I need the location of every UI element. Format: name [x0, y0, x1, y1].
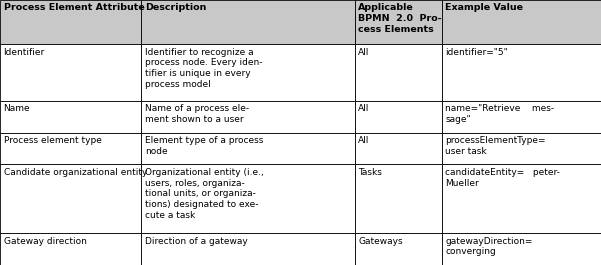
Bar — [141, 233, 355, 265]
Text: Tasks: Tasks — [358, 168, 382, 177]
Text: All: All — [358, 136, 370, 145]
Text: Gateway direction: Gateway direction — [4, 237, 87, 246]
Bar — [0, 44, 141, 101]
Text: Element type of a process
node: Element type of a process node — [145, 136, 263, 156]
Bar — [0, 233, 141, 265]
Text: All: All — [358, 104, 370, 113]
Text: Description: Description — [145, 3, 206, 12]
Text: Process element type: Process element type — [4, 136, 102, 145]
Bar — [0, 132, 141, 164]
Bar — [355, 101, 442, 132]
Bar — [141, 101, 355, 132]
Bar — [141, 44, 355, 101]
Bar — [355, 233, 442, 265]
Bar — [141, 164, 355, 233]
Bar — [0, 0, 141, 44]
Text: Example Value: Example Value — [445, 3, 523, 12]
Bar — [442, 132, 601, 164]
Text: processElementType=
user task: processElementType= user task — [445, 136, 546, 156]
Bar — [141, 0, 355, 44]
Text: Direction of a gateway: Direction of a gateway — [145, 237, 248, 246]
Bar — [141, 132, 355, 164]
Text: candidateEntity=   peter-
Mueller: candidateEntity= peter- Mueller — [445, 168, 560, 188]
Text: Name: Name — [4, 104, 30, 113]
Text: All: All — [358, 48, 370, 57]
Text: Process Element Attribute: Process Element Attribute — [4, 3, 144, 12]
Bar — [355, 132, 442, 164]
Bar — [0, 101, 141, 132]
Text: identifier="5": identifier="5" — [445, 48, 508, 57]
Bar — [355, 0, 442, 44]
Bar — [442, 233, 601, 265]
Bar — [442, 0, 601, 44]
Bar — [442, 164, 601, 233]
Bar — [442, 101, 601, 132]
Text: Candidate organizational entity: Candidate organizational entity — [4, 168, 147, 177]
Text: Applicable
BPMN  2.0  Pro-
cess Elements: Applicable BPMN 2.0 Pro- cess Elements — [358, 3, 442, 34]
Text: Identifier: Identifier — [4, 48, 44, 57]
Bar — [442, 44, 601, 101]
Text: gatewayDirection=
converging: gatewayDirection= converging — [445, 237, 532, 256]
Bar — [355, 44, 442, 101]
Text: Identifier to recognize a
process node. Every iden-
tifier is unique in every
pr: Identifier to recognize a process node. … — [145, 48, 262, 89]
Text: name="Retrieve    mes-
sage": name="Retrieve mes- sage" — [445, 104, 554, 124]
Text: Name of a process ele-
ment shown to a user: Name of a process ele- ment shown to a u… — [145, 104, 249, 124]
Bar — [0, 164, 141, 233]
Text: Gateways: Gateways — [358, 237, 403, 246]
Bar — [355, 164, 442, 233]
Text: Organizational entity (i.e.,
users, roles, organiza-
tional units, or organiza-
: Organizational entity (i.e., users, role… — [145, 168, 263, 220]
